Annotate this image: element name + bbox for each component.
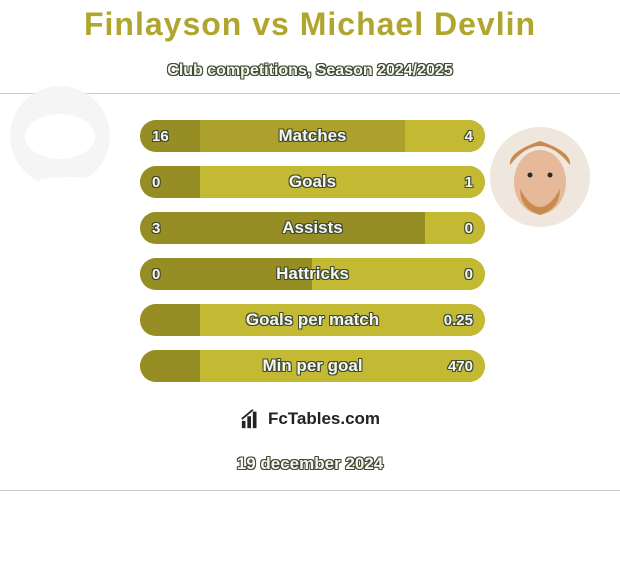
stat-label: Min per goal	[140, 350, 485, 382]
comparison-bars: Matches164Goals01Assists30Hattricks00Goa…	[140, 120, 485, 396]
stat-label: Hattricks	[140, 258, 485, 290]
decorative-oval	[22, 177, 118, 203]
stat-row: Matches16 4	[140, 120, 485, 152]
stat-label: Goals	[140, 166, 485, 198]
player-avatar-right	[490, 127, 590, 227]
avatar-placeholder-icon	[25, 114, 95, 159]
stat-row: Assists3 0	[140, 212, 485, 244]
date-caption: 19 december 2024	[0, 454, 620, 474]
stat-value-right: 1	[465, 166, 473, 198]
stat-row: Hattricks0 0	[140, 258, 485, 290]
stat-label: Matches	[140, 120, 485, 152]
separator-top	[0, 93, 620, 94]
stat-value-right: 0.25	[444, 304, 473, 336]
stat-value-left: 0	[152, 166, 160, 198]
separator-bottom	[0, 490, 620, 491]
subtitle: Club competitions, Season 2024/2025	[0, 62, 620, 80]
stat-row: Goals per match0.25	[140, 304, 485, 336]
brand-bars-icon	[240, 408, 262, 430]
stat-value-right: 470	[448, 350, 473, 382]
stat-value-right: 4	[465, 120, 473, 152]
stage: Finlayson vs Michael Devlin Club competi…	[0, 0, 620, 580]
decorative-oval	[502, 258, 598, 284]
brand-link[interactable]: FcTables.com	[205, 398, 415, 440]
stat-label: Assists	[140, 212, 485, 244]
stat-value-left: 0	[152, 258, 160, 290]
stat-value-left: 16	[152, 120, 169, 152]
stat-label: Goals per match	[140, 304, 485, 336]
avatar-face-icon	[490, 127, 590, 227]
stat-row: Goals0 1	[140, 166, 485, 198]
stat-value-right: 0	[465, 258, 473, 290]
page-title: Finlayson vs Michael Devlin	[0, 6, 620, 43]
stat-value-right: 0	[465, 212, 473, 244]
player-avatar-left	[10, 86, 110, 186]
brand-text: FcTables.com	[268, 409, 380, 429]
stat-value-left: 3	[152, 212, 160, 244]
stat-row: Min per goal470	[140, 350, 485, 382]
